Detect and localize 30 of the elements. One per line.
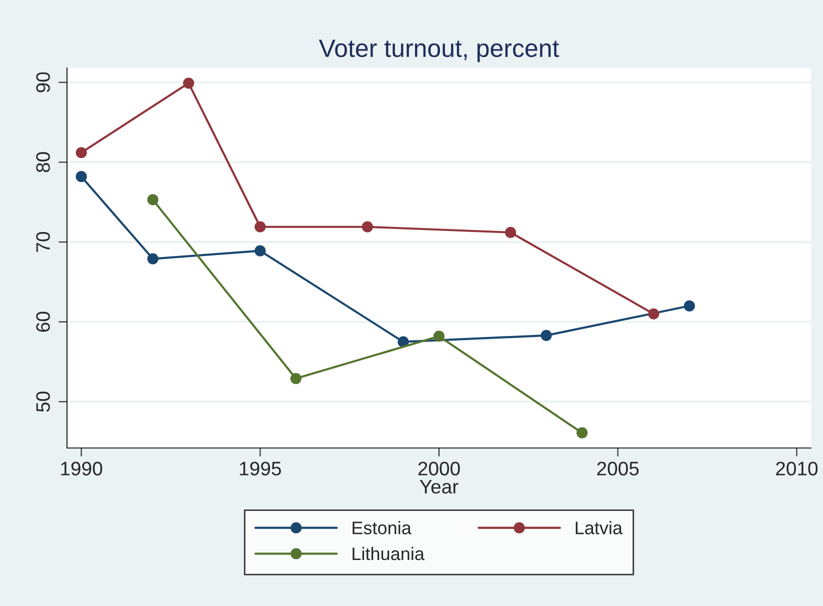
x-tick-label: 2005 [597, 462, 639, 476]
point [76, 147, 87, 158]
point [540, 330, 552, 341]
x-tick-label: 1995 [240, 462, 281, 476]
chart-title: Voter turnout, percent [318, 40, 560, 62]
point [147, 253, 158, 264]
x-axis-title: Year [420, 480, 458, 494]
y-tick-label: 80 [36, 152, 50, 172]
point [362, 221, 374, 232]
point [254, 221, 266, 232]
point [147, 194, 158, 206]
point [76, 171, 87, 182]
y-tick-label: 50 [36, 392, 50, 412]
point [290, 372, 302, 384]
x-tick-label: 1990 [61, 462, 102, 476]
point [183, 78, 194, 89]
x-tick-label: 2010 [776, 462, 818, 476]
legend-label: Latvia [576, 521, 623, 534]
legend-label: Lithuania [352, 546, 424, 560]
y-tick-label: 70 [36, 232, 50, 252]
y-tick-label: 60 [36, 312, 50, 332]
point [504, 226, 516, 238]
point [648, 308, 660, 320]
y-tick-label: 90 [36, 72, 50, 92]
x-tick-label: 2000 [418, 462, 460, 476]
point [433, 330, 445, 342]
point [254, 245, 266, 256]
legend-label: Estonia [352, 521, 412, 534]
point [684, 300, 695, 312]
point [576, 427, 588, 438]
